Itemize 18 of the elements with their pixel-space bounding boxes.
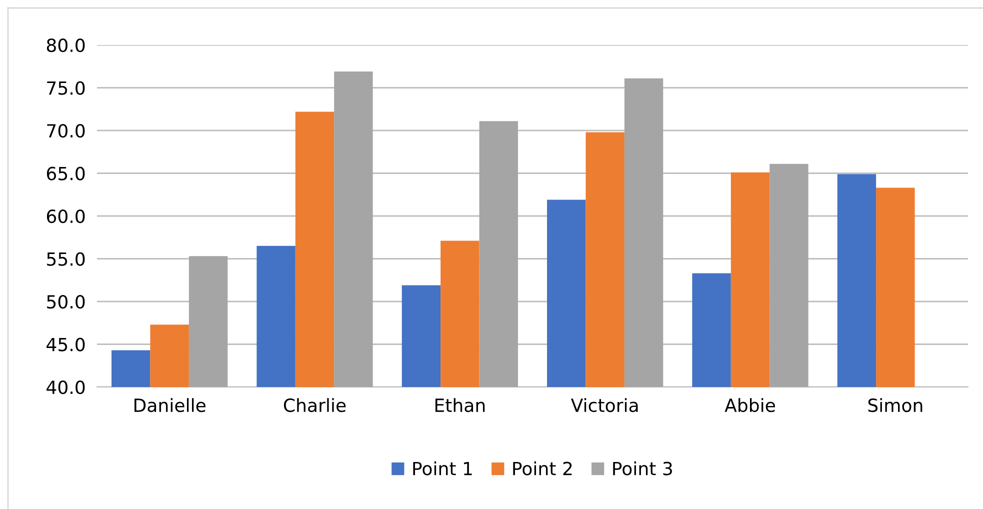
- x-tick-label: Danielle: [134, 398, 206, 412]
- y-tick-label: 65.0: [46, 166, 85, 180]
- y-tick-label: 60.0: [46, 209, 85, 224]
- y-tick-label: 55.0: [47, 252, 85, 266]
- y-tick-label: 75.0: [47, 81, 85, 95]
- y-tick-label: 50.0: [47, 294, 85, 309]
- x-tick-label: Charlie: [284, 398, 346, 412]
- y-tick-label: 45.0: [46, 338, 85, 352]
- legend-label: Point 1: [413, 461, 472, 476]
- y-tick-label: 40.0: [46, 380, 85, 394]
- x-tick-label: Simon: [868, 398, 922, 412]
- legend-label: Point 2: [513, 461, 572, 476]
- y-tick-label: 70.0: [47, 124, 85, 138]
- y-tick-label: 80.0: [46, 38, 85, 52]
- x-tick-label: Abbie: [724, 398, 775, 412]
- x-tick-label: Ethan: [435, 398, 485, 412]
- x-tick-label: Victoria: [570, 398, 638, 412]
- legend-label: Point 3: [613, 461, 672, 476]
